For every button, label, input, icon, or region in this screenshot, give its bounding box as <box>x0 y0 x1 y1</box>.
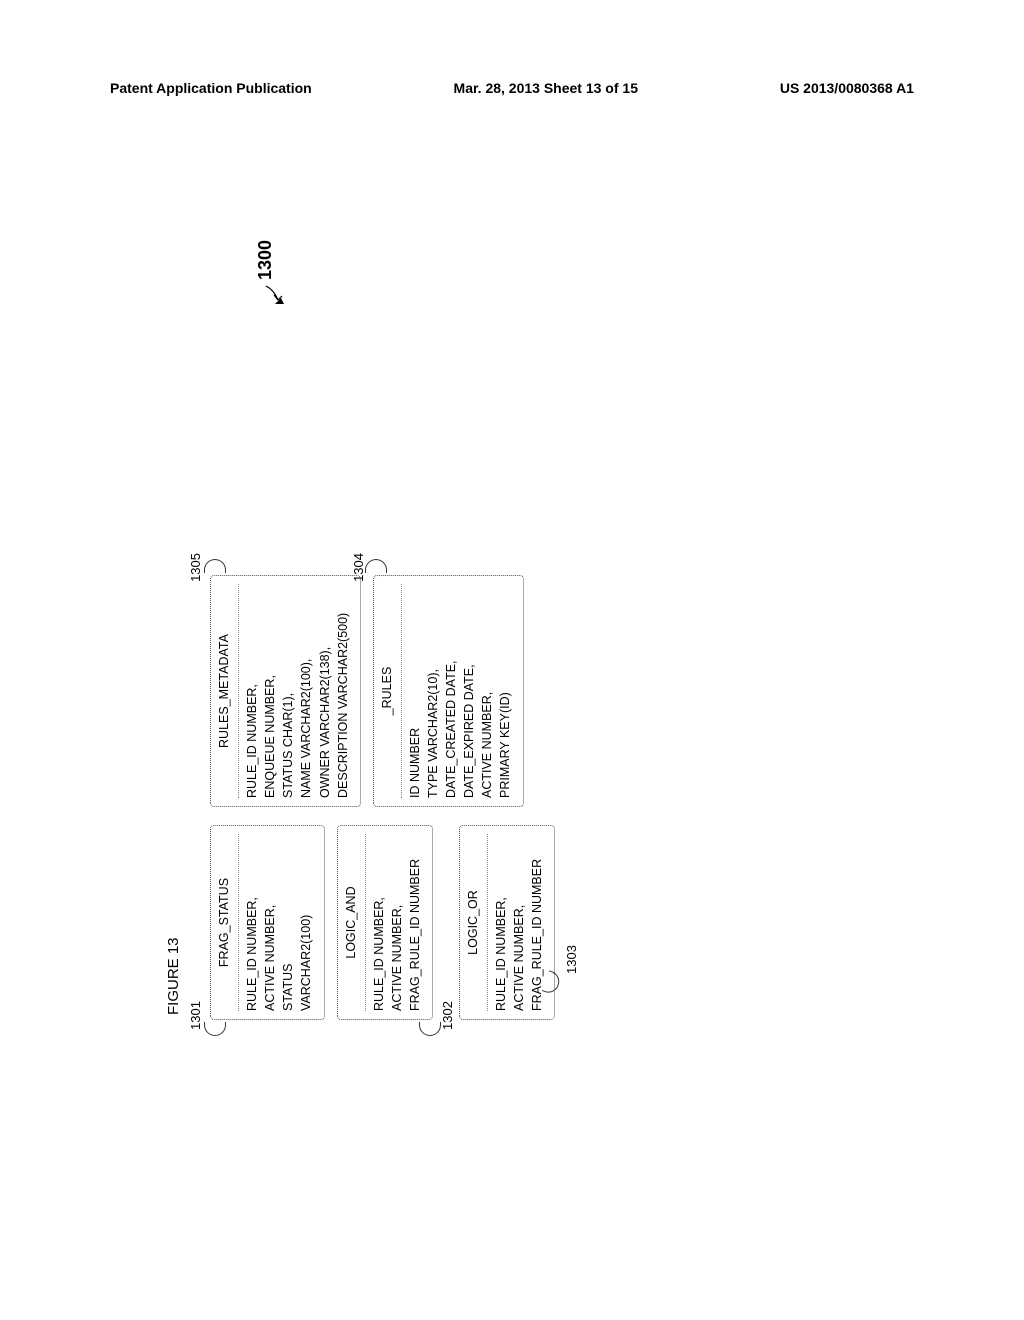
figure-content: FIGURE 13 1301 FRAG_STATUS RULE_ID NUMBE… <box>165 370 555 1020</box>
schema-fields: RULE_ID NUMBER, ACTIVE NUMBER, FRAG_RULE… <box>487 834 546 1011</box>
ref-1305: 1305 <box>188 553 203 582</box>
patent-header: Patent Application Publication Mar. 28, … <box>110 80 914 96</box>
header-center: Mar. 28, 2013 Sheet 13 of 15 <box>454 80 638 96</box>
ref-1301: 1301 <box>188 1001 203 1030</box>
figure-label: FIGURE 13 <box>165 370 182 1015</box>
schema-title: FRAG_STATUS <box>217 834 234 1011</box>
schema-fields: RULE_ID NUMBER, ACTIVE NUMBER, STATUS VA… <box>238 834 316 1011</box>
schema-title: LOGIC_OR <box>466 834 483 1011</box>
ref-1304: 1304 <box>351 553 366 582</box>
schema-rules-metadata: RULES_METADATA RULE_ID NUMBER, ENQUEUE N… <box>210 575 361 807</box>
schema-logic-and: LOGIC_AND RULE_ID NUMBER, ACTIVE NUMBER,… <box>337 825 433 1020</box>
schema-title: RULES_METADATA <box>217 584 234 798</box>
header-right: US 2013/0080368 A1 <box>780 80 914 96</box>
schema-fields: RULE_ID NUMBER, ENQUEUE NUMBER, STATUS C… <box>238 584 352 798</box>
ref-1303: 1303 <box>564 945 579 974</box>
callout-arc <box>419 1022 441 1036</box>
schema-frag-status: FRAG_STATUS RULE_ID NUMBER, ACTIVE NUMBE… <box>210 825 325 1020</box>
callout-arc <box>365 559 387 573</box>
arrow-icon <box>264 284 290 310</box>
schema-fields: RULE_ID NUMBER, ACTIVE NUMBER, FRAG_RULE… <box>365 834 424 1011</box>
schema-title: _RULES <box>380 584 397 798</box>
page-ref-1300: 1300 <box>255 240 276 280</box>
ref-1302: 1302 <box>440 1001 455 1030</box>
header-left: Patent Application Publication <box>110 80 312 96</box>
schema-fields: ID NUMBER TYPE VARCHAR2(10), DATE_CREATE… <box>401 584 515 798</box>
schema-rules: _RULES ID NUMBER TYPE VARCHAR2(10), DATE… <box>373 575 524 807</box>
callout-arc <box>204 1022 226 1036</box>
callout-arc <box>204 559 226 573</box>
schema-title: LOGIC_AND <box>344 834 361 1011</box>
